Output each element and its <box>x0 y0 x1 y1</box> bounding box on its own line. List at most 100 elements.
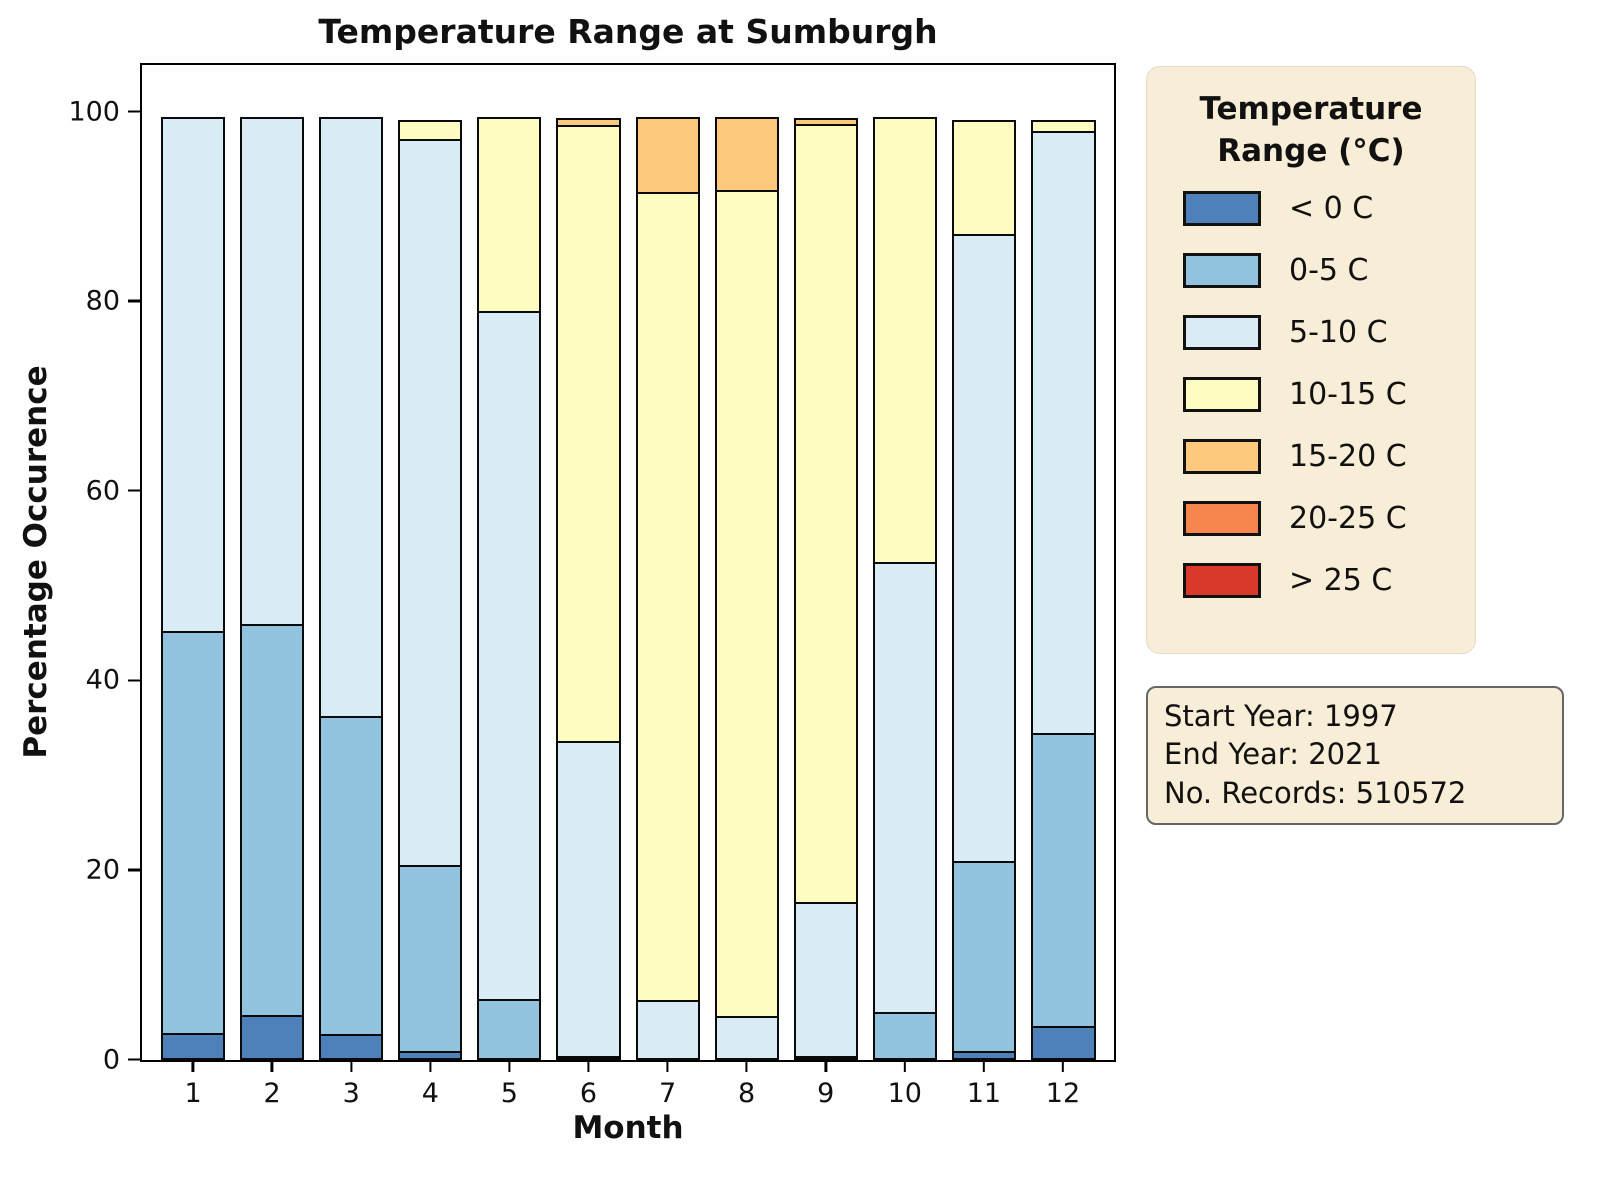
bars-container <box>142 112 1114 1060</box>
bar-slot <box>391 112 470 1060</box>
stacked-bar-month-7 <box>635 117 700 1060</box>
bar-segment-7-5-10C <box>635 1000 700 1060</box>
bar-segment-5-10-15C <box>477 117 542 314</box>
bar-slot <box>707 112 786 1060</box>
bar-segment-10-10-15C <box>873 117 938 565</box>
x-tick-mark <box>270 1060 274 1072</box>
bar-segment-8-10-15C <box>714 190 779 1019</box>
x-tick: 4 <box>422 1060 439 1109</box>
x-tick: 7 <box>659 1060 676 1109</box>
x-tick-label: 9 <box>817 1078 835 1109</box>
bar-segment-5-5-10C <box>477 310 542 1002</box>
legend-row: > 25 C <box>1183 562 1475 598</box>
legend-swatch-icon <box>1183 190 1261 226</box>
legend-swatch-icon <box>1183 376 1261 412</box>
legend-label: 15-20 C <box>1289 438 1407 474</box>
bar-segment-8-15-20C <box>714 117 779 193</box>
info-end-year: End Year: 2021 <box>1164 737 1383 772</box>
bar-segment-6-0-5C <box>556 1056 621 1060</box>
x-tick: 6 <box>580 1060 597 1109</box>
stacked-bar-month-4 <box>398 119 463 1060</box>
x-tick: 2 <box>264 1060 281 1109</box>
y-tick-label: 20 <box>85 854 120 886</box>
bar-slot <box>470 112 549 1060</box>
legend-swatch-icon <box>1183 500 1261 536</box>
x-tick: 9 <box>817 1060 834 1109</box>
bar-segment-9-0-5C <box>793 1056 859 1060</box>
legend-row: 5-10 C <box>1183 314 1475 350</box>
legend-label: > 25 C <box>1289 562 1393 598</box>
stacked-bar-month-8 <box>714 117 779 1060</box>
x-tick-label: 12 <box>1045 1078 1081 1109</box>
bar-slot <box>786 112 865 1060</box>
info-records: No. Records: 510572 <box>1164 775 1467 810</box>
legend-label: 0-5 C <box>1289 252 1369 288</box>
y-tick-label: 0 <box>102 1044 120 1075</box>
legend-row: < 0 C <box>1183 190 1475 226</box>
y-tick-label: 80 <box>85 285 120 317</box>
bar-segment-12-5-10C <box>1031 131 1096 736</box>
x-tick-mark <box>429 1060 432 1072</box>
x-tick-mark <box>349 1060 353 1072</box>
bar-segment-9-5-10C <box>793 902 859 1059</box>
bar-segment-10-5-10C <box>873 561 938 1015</box>
bar-slot <box>628 112 707 1060</box>
stacked-bar-month-1 <box>160 117 225 1060</box>
bar-segment-9-10-15C <box>793 124 859 905</box>
info-start-year: Start Year: 1997 <box>1164 699 1398 733</box>
bar-segment-1-0C <box>160 1033 225 1060</box>
bar-segment-2-5-10C <box>239 117 304 627</box>
legend-label: 10-15 C <box>1289 376 1407 412</box>
x-tick: 5 <box>501 1060 518 1109</box>
legend-swatch-icon <box>1183 438 1261 474</box>
x-tick-label: 7 <box>658 1078 677 1109</box>
bar-segment-1-0-5C <box>160 631 225 1036</box>
bar-segment-4-0-5C <box>398 865 463 1054</box>
x-tick-label: 8 <box>738 1078 756 1109</box>
legend-swatch-icon <box>1183 314 1261 350</box>
bar-segment-6-5-10C <box>556 740 621 1059</box>
stacked-bar-month-6 <box>556 118 621 1060</box>
x-tick-mark <box>508 1060 511 1072</box>
stacked-bar-month-9 <box>793 118 859 1060</box>
y-tick: 80 <box>86 286 140 317</box>
x-tick-mark <box>666 1060 669 1072</box>
x-tick-label: 10 <box>887 1078 922 1109</box>
legend-panel: Temperature Range (°C) < 0 C 0-5 C 5-10 C 1… <box>1146 66 1476 654</box>
legend-label: 5-10 C <box>1289 314 1388 350</box>
bar-segment-3-0-5C <box>318 716 383 1037</box>
bar-slot <box>549 112 628 1060</box>
chart-title: Temperature Range at Sumburgh <box>318 12 938 51</box>
y-tick-label: 40 <box>85 664 120 696</box>
x-tick: 12 <box>1046 1060 1080 1109</box>
bar-segment-3-5-10C <box>318 117 383 719</box>
bar-segment-7-15-20C <box>635 117 700 195</box>
y-tick-mark <box>128 1058 140 1061</box>
legend-label: < 0 C <box>1289 190 1374 226</box>
x-axis-ticks: 1 2 3 4 5 6 7 8 9 10 11 12 <box>143 1060 1114 1130</box>
bar-segment-11-5-10C <box>952 233 1017 864</box>
x-tick: 8 <box>738 1060 755 1109</box>
bar-segment-4-0C <box>398 1051 463 1060</box>
legend-swatch-icon <box>1183 252 1261 288</box>
bar-segment-2-0-5C <box>239 623 304 1018</box>
bar-slot <box>232 112 311 1060</box>
x-tick-mark <box>824 1060 827 1072</box>
y-tick: 20 <box>86 854 140 885</box>
y-tick-mark <box>128 868 140 872</box>
bar-slot <box>153 112 232 1060</box>
stacked-bar-month-5 <box>477 117 542 1060</box>
y-tick-label: 100 <box>68 96 120 127</box>
x-tick-label: 11 <box>966 1078 1002 1109</box>
x-tick-mark <box>745 1060 748 1072</box>
x-tick-mark <box>982 1060 986 1072</box>
legend-entries: < 0 C 0-5 C 5-10 C 10-15 C 15-20 C 20-25 C > 2… <box>1147 190 1475 598</box>
legend-label: 20-25 C <box>1289 500 1407 536</box>
x-tick-mark <box>1061 1060 1065 1072</box>
bar-segment-1-5-10C <box>160 117 225 634</box>
y-tick-mark <box>128 679 140 682</box>
bar-segment-2-0C <box>239 1015 304 1060</box>
y-tick-mark <box>128 110 140 113</box>
y-axis-ticks: 0 20 40 60 80 100 <box>0 63 140 1075</box>
x-tick-label: 4 <box>421 1078 439 1109</box>
